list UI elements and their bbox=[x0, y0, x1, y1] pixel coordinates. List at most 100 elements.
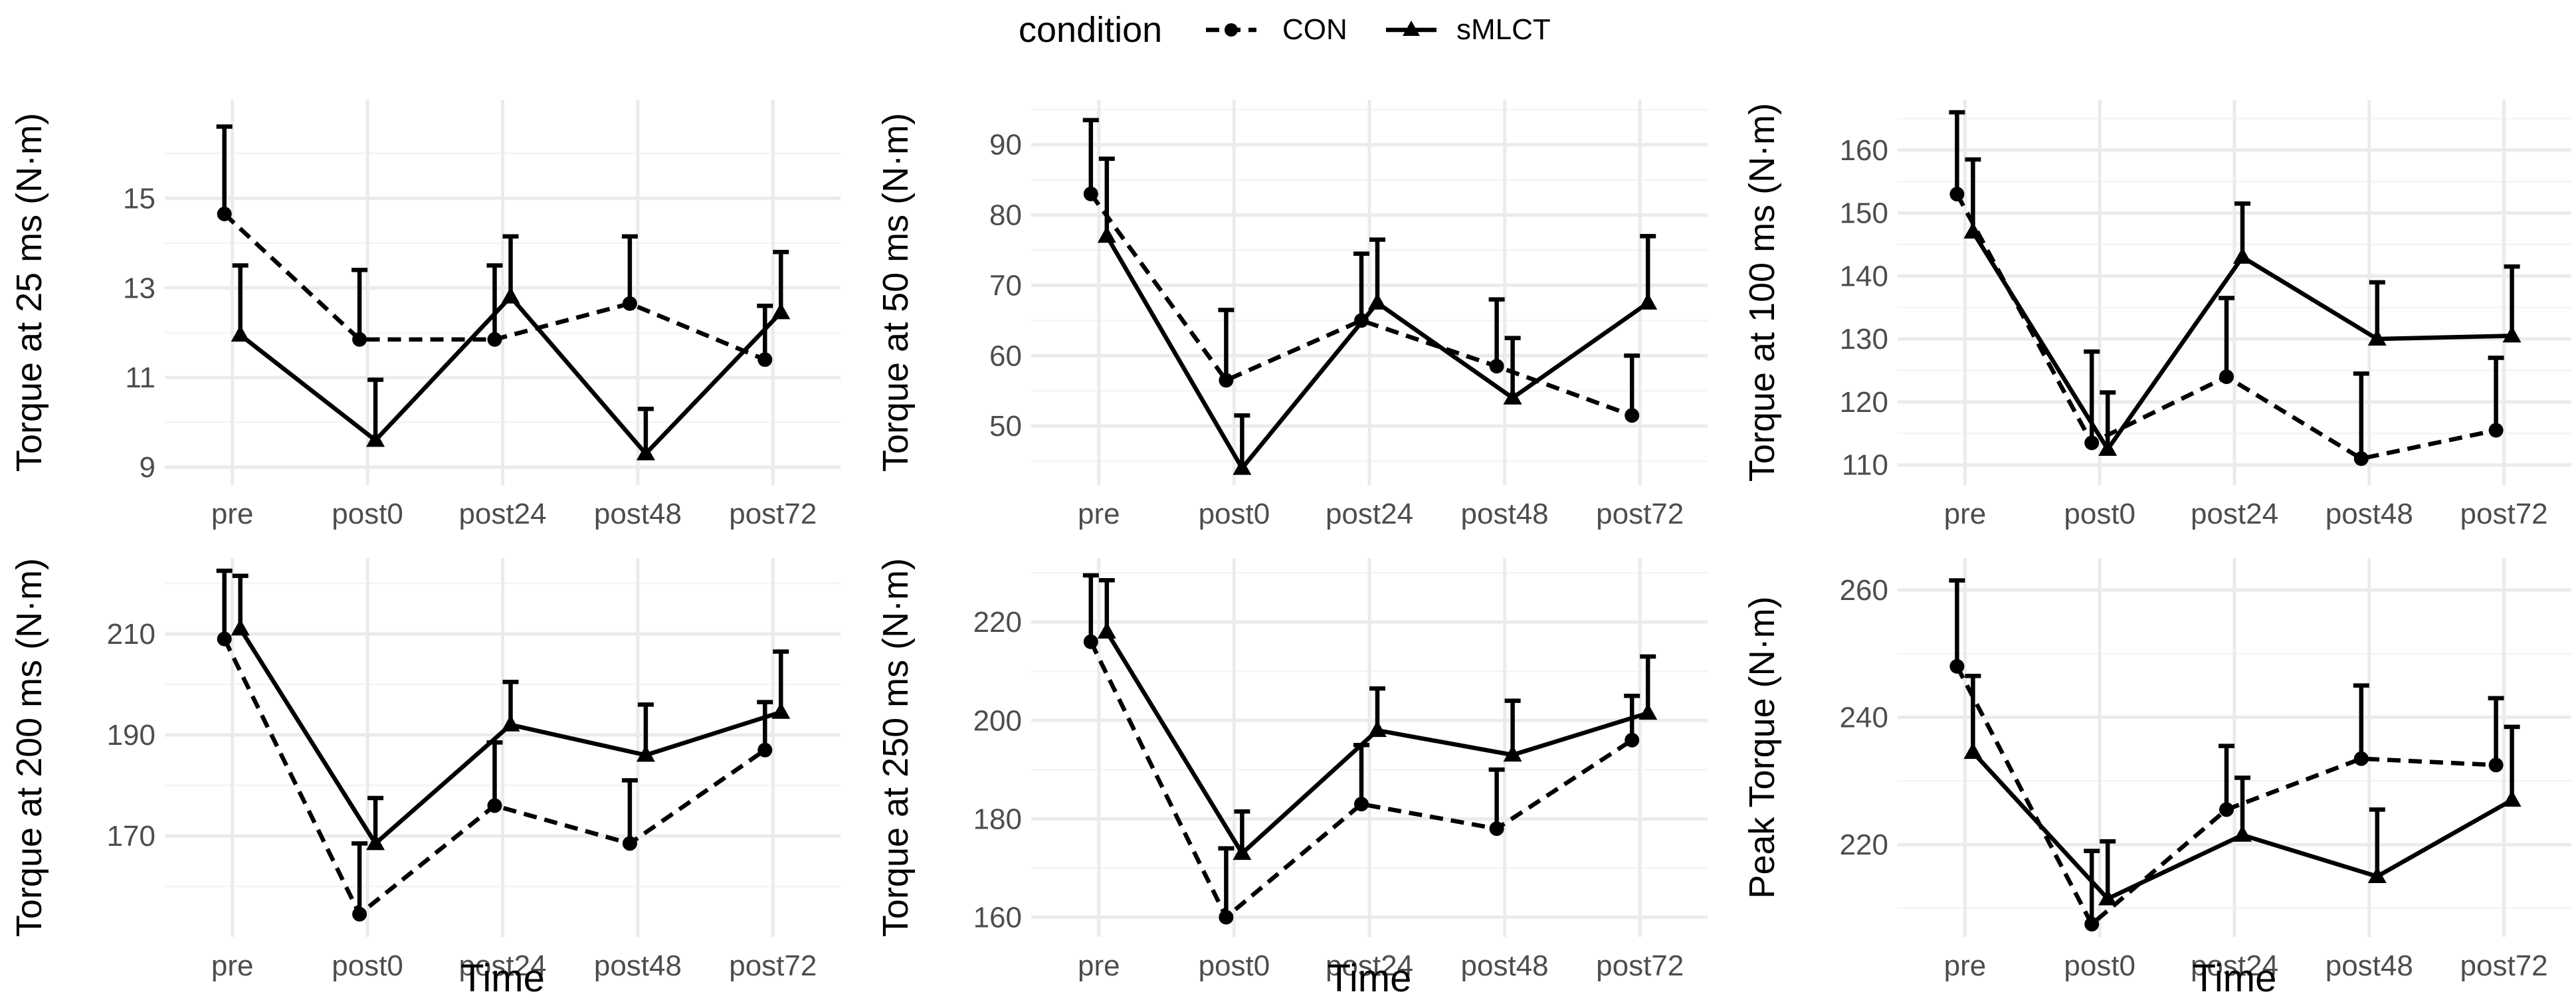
point-smlct bbox=[501, 714, 520, 732]
y-tick-label: 9 bbox=[140, 451, 155, 484]
x-tick-label: pre bbox=[211, 498, 254, 530]
y-tick-label: 140 bbox=[1840, 260, 1888, 292]
y-tick-label: 80 bbox=[989, 199, 1022, 232]
series-line-con bbox=[1955, 665, 2496, 928]
y-tick-label: 11 bbox=[125, 361, 155, 394]
point-smlct bbox=[1963, 742, 1983, 759]
point-smlct bbox=[231, 619, 250, 636]
point-smlct bbox=[1503, 745, 1522, 762]
y-tick-label: 120 bbox=[1840, 386, 1888, 419]
panel-torque-50ms: 50 60 70 80 90 pre post0 post24 post48 post72 Torq… bbox=[876, 100, 1708, 530]
legend-label-con: CON bbox=[1282, 13, 1347, 46]
x-tick-label: post24 bbox=[1326, 498, 1413, 530]
point-con bbox=[2084, 435, 2100, 451]
y-axis-title: Torque at 200 ms (N·m) bbox=[9, 558, 49, 937]
x-tick-label: post48 bbox=[594, 498, 682, 530]
x-tick-label: pre bbox=[1944, 498, 1987, 530]
y-tick-label: 60 bbox=[989, 340, 1022, 372]
x-tick-label: post0 bbox=[332, 950, 403, 982]
point-con bbox=[2084, 916, 2100, 932]
y-tick-label: 190 bbox=[107, 719, 155, 752]
y-tick-label: 130 bbox=[1840, 323, 1888, 355]
point-con bbox=[1219, 373, 1234, 388]
point-smlct bbox=[1503, 387, 1522, 405]
point-con bbox=[1083, 634, 1098, 649]
x-axis-title: Time bbox=[2193, 957, 2277, 1000]
y-tick-label: 220 bbox=[973, 606, 1022, 639]
y-tick-label: 90 bbox=[989, 129, 1022, 161]
y-tick-label: 150 bbox=[1840, 197, 1888, 230]
legend-title: condition bbox=[1019, 10, 1162, 50]
point-smlct bbox=[2367, 866, 2387, 883]
point-con bbox=[2219, 369, 2234, 384]
point-smlct bbox=[1097, 226, 1116, 243]
x-tick-label: post24 bbox=[458, 498, 546, 530]
point-con bbox=[1949, 187, 1965, 202]
series-line-con bbox=[1088, 641, 1633, 921]
point-smlct bbox=[1638, 292, 1658, 310]
point-con bbox=[2219, 802, 2234, 817]
x-tick-label: post48 bbox=[1461, 498, 1549, 530]
x-axis-title: Time bbox=[1328, 957, 1412, 1000]
y-tick-label: 170 bbox=[107, 820, 155, 853]
point-con bbox=[757, 352, 773, 367]
y-tick-label: 15 bbox=[123, 182, 155, 215]
legend-key-smlct-marker bbox=[1403, 21, 1420, 36]
point-smlct bbox=[636, 443, 655, 460]
point-con bbox=[2353, 751, 2369, 766]
series-line-con bbox=[1089, 192, 1633, 418]
x-tick-label: post72 bbox=[729, 498, 817, 530]
point-con bbox=[1489, 359, 1504, 374]
x-tick-label: post0 bbox=[1199, 498, 1270, 530]
y-tick-label: 260 bbox=[1840, 574, 1888, 607]
x-tick-label: post72 bbox=[1596, 950, 1684, 982]
x-tick-label: pre bbox=[211, 950, 254, 982]
point-con bbox=[1083, 186, 1098, 201]
legend-key-con-marker bbox=[1225, 23, 1238, 37]
x-tick-label: post24 bbox=[1326, 950, 1413, 982]
y-axis-title: Torque at 50 ms (N·m) bbox=[876, 113, 916, 472]
x-tick-label: pre bbox=[1078, 498, 1120, 530]
x-tick-label: post72 bbox=[1596, 498, 1684, 530]
point-con bbox=[1949, 658, 1965, 674]
legend-label-smlct: sMLCT bbox=[1456, 13, 1551, 46]
point-con bbox=[622, 836, 637, 851]
x-tick-label: post0 bbox=[332, 498, 403, 530]
legend-key-smlct bbox=[1386, 21, 1437, 36]
x-tick-label: pre bbox=[1944, 950, 1987, 982]
x-tick-label: post48 bbox=[2326, 498, 2413, 530]
point-con bbox=[1219, 910, 1234, 925]
y-tick-label: 160 bbox=[973, 901, 1022, 934]
point-smlct bbox=[2233, 247, 2252, 264]
point-smlct bbox=[2233, 825, 2252, 842]
panel-torque-250ms: 160 180 200 220 pre post0 post24 post48 post72 To… bbox=[876, 558, 1708, 1000]
x-tick-label: post0 bbox=[2064, 498, 2135, 530]
x-tick-label: post72 bbox=[2460, 498, 2548, 530]
point-con bbox=[2488, 423, 2504, 438]
point-smlct bbox=[636, 745, 655, 762]
point-con bbox=[1625, 408, 1640, 423]
point-smlct bbox=[2098, 888, 2118, 906]
y-tick-label: 220 bbox=[1840, 829, 1888, 861]
point-smlct bbox=[366, 430, 385, 447]
point-con bbox=[487, 332, 502, 347]
y-tick-label: 200 bbox=[973, 704, 1022, 737]
y-tick-label: 160 bbox=[1840, 134, 1888, 167]
y-axis-title: Peak Torque (N·m) bbox=[1742, 596, 1782, 898]
point-con bbox=[2353, 451, 2369, 466]
x-tick-label: post24 bbox=[2191, 950, 2278, 982]
point-con bbox=[487, 798, 502, 813]
point-con bbox=[1489, 821, 1504, 837]
point-con bbox=[1625, 732, 1640, 748]
point-smlct bbox=[1963, 222, 1983, 239]
point-smlct bbox=[1097, 622, 1116, 639]
point-smlct bbox=[771, 702, 791, 719]
point-smlct bbox=[771, 302, 791, 320]
legend: condition CON sMLCT bbox=[1019, 10, 1551, 50]
point-smlct bbox=[2502, 790, 2522, 807]
point-con bbox=[1354, 797, 1369, 812]
point-smlct bbox=[2367, 329, 2387, 346]
panel-torque-100ms: 110 120 130 140 150 160 pre post0 post24 post48 po… bbox=[1742, 100, 2571, 530]
y-axis-title: Torque at 250 ms (N·m) bbox=[876, 558, 916, 937]
